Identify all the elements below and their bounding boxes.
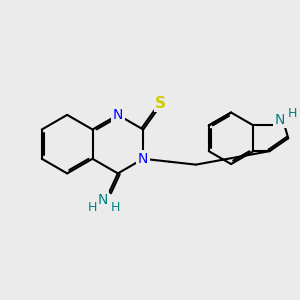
Text: N: N	[113, 108, 123, 122]
Text: H: H	[88, 201, 97, 214]
Text: N: N	[97, 193, 107, 207]
Text: H: H	[288, 106, 297, 120]
Text: S: S	[155, 96, 166, 111]
Text: N: N	[138, 152, 148, 166]
Text: H: H	[111, 201, 121, 214]
Text: N: N	[275, 112, 285, 127]
